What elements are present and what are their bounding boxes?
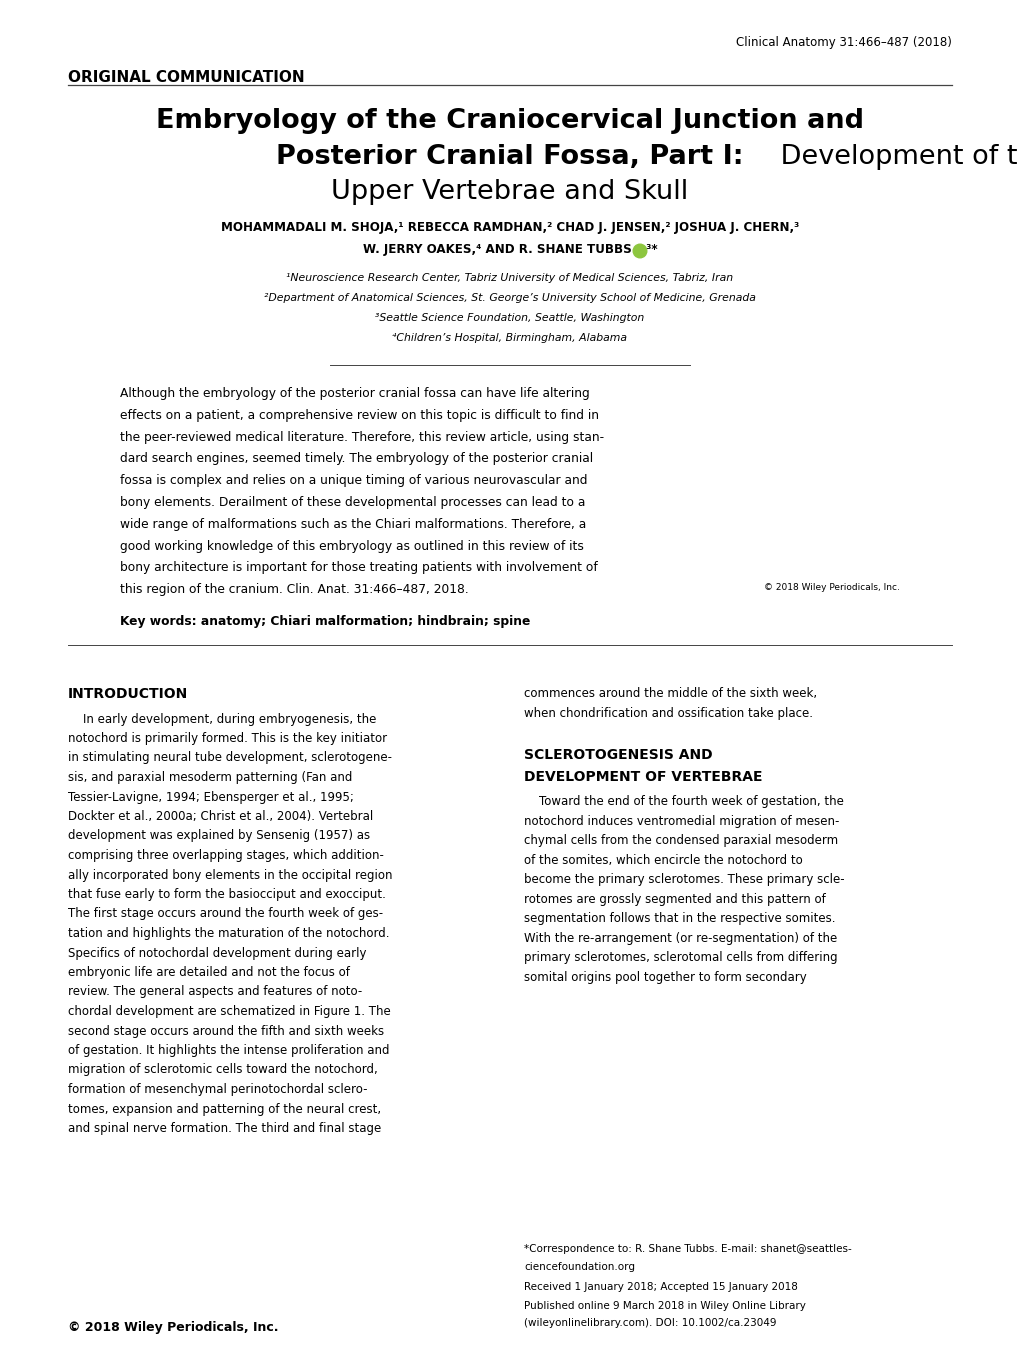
Text: commences around the middle of the sixth week,: commences around the middle of the sixth… — [524, 687, 816, 700]
Text: © 2018 Wiley Periodicals, Inc.: © 2018 Wiley Periodicals, Inc. — [763, 583, 899, 592]
Text: SCLEROTOGENESIS AND: SCLEROTOGENESIS AND — [524, 747, 712, 762]
Text: MOHAMMADALI M. SHOJA,¹ REBECCA RAMDHAN,² CHAD J. JENSEN,² JOSHUA J. CHERN,³: MOHAMMADALI M. SHOJA,¹ REBECCA RAMDHAN,²… — [221, 221, 798, 233]
Text: embryonic life are detailed and not the focus of: embryonic life are detailed and not the … — [68, 966, 350, 979]
Text: INTRODUCTION: INTRODUCTION — [68, 687, 189, 701]
Text: dard search engines, seemed timely. The embryology of the posterior cranial: dard search engines, seemed timely. The … — [120, 452, 592, 465]
Text: ciencefoundation.org: ciencefoundation.org — [524, 1261, 635, 1272]
Text: fossa is complex and relies on a unique timing of various neurovascular and: fossa is complex and relies on a unique … — [120, 475, 587, 487]
Text: the peer-reviewed medical literature. Therefore, this review article, using stan: the peer-reviewed medical literature. Th… — [120, 430, 603, 444]
Text: Received 1 January 2018; Accepted 15 January 2018: Received 1 January 2018; Accepted 15 Jan… — [524, 1282, 797, 1292]
Text: Clinical Anatomy 31:466–487 (2018): Clinical Anatomy 31:466–487 (2018) — [736, 36, 951, 49]
Text: chordal development are schematized in Figure 1. The: chordal development are schematized in F… — [68, 1005, 390, 1018]
Text: W. JERRY OAKES,⁴ AND R. SHANE TUBBS ●³*: W. JERRY OAKES,⁴ AND R. SHANE TUBBS ●³* — [363, 244, 656, 256]
Text: With the re-arrangement (or re-segmentation) of the: With the re-arrangement (or re-segmentat… — [524, 932, 837, 946]
Text: Posterior Cranial Fossa, Part I:: Posterior Cranial Fossa, Part I: — [276, 143, 743, 170]
Text: rotomes are grossly segmented and this pattern of: rotomes are grossly segmented and this p… — [524, 893, 825, 907]
Text: DEVELOPMENT OF VERTEBRAE: DEVELOPMENT OF VERTEBRAE — [524, 770, 762, 784]
Text: *Correspondence to: R. Shane Tubbs. E-mail: shanet@seattles-: *Correspondence to: R. Shane Tubbs. E-ma… — [524, 1244, 851, 1255]
Text: ORIGINAL COMMUNICATION: ORIGINAL COMMUNICATION — [68, 70, 305, 85]
Text: Embryology of the Craniocervical Junction and: Embryology of the Craniocervical Junctio… — [156, 108, 863, 134]
Text: primary sclerotomes, sclerotomal cells from differing: primary sclerotomes, sclerotomal cells f… — [524, 951, 837, 965]
Text: ¹Neuroscience Research Center, Tabriz University of Medical Sciences, Tabriz, Ir: ¹Neuroscience Research Center, Tabriz Un… — [286, 272, 733, 283]
Text: notochord is primarily formed. This is the key initiator: notochord is primarily formed. This is t… — [68, 733, 387, 745]
Text: ally incorporated bony elements in the occipital region: ally incorporated bony elements in the o… — [68, 869, 392, 881]
Text: of the somites, which encircle the notochord to: of the somites, which encircle the notoc… — [524, 854, 802, 867]
Text: bony architecture is important for those treating patients with involvement of: bony architecture is important for those… — [120, 561, 597, 575]
Text: tomes, expansion and patterning of the neural crest,: tomes, expansion and patterning of the n… — [68, 1102, 381, 1116]
Text: wide range of malformations such as the Chiari malformations. Therefore, a: wide range of malformations such as the … — [120, 518, 586, 530]
Text: ²Department of Anatomical Sciences, St. George’s University School of Medicine, : ²Department of Anatomical Sciences, St. … — [264, 293, 755, 304]
Text: tation and highlights the maturation of the notochord.: tation and highlights the maturation of … — [68, 927, 389, 940]
Text: Development of the: Development of the — [771, 143, 1019, 170]
Text: Upper Vertebrae and Skull: Upper Vertebrae and Skull — [331, 179, 688, 205]
Text: ³Seattle Science Foundation, Seattle, Washington: ³Seattle Science Foundation, Seattle, Wa… — [375, 313, 644, 322]
Text: that fuse early to form the basiocciput and exocciput.: that fuse early to form the basiocciput … — [68, 888, 385, 901]
Text: chymal cells from the condensed paraxial mesoderm: chymal cells from the condensed paraxial… — [524, 835, 838, 847]
Text: of gestation. It highlights the intense proliferation and: of gestation. It highlights the intense … — [68, 1044, 389, 1058]
Text: Specifics of notochordal development during early: Specifics of notochordal development dur… — [68, 947, 366, 959]
Text: ⁴Children’s Hospital, Birmingham, Alabama: ⁴Children’s Hospital, Birmingham, Alabam… — [392, 333, 627, 343]
Text: Toward the end of the fourth week of gestation, the: Toward the end of the fourth week of ges… — [524, 796, 843, 808]
Text: become the primary sclerotomes. These primary scle-: become the primary sclerotomes. These pr… — [524, 874, 844, 886]
Text: Although the embryology of the posterior cranial fossa can have life altering: Although the embryology of the posterior… — [120, 387, 589, 401]
Text: development was explained by Sensenig (1957) as: development was explained by Sensenig (1… — [68, 830, 370, 843]
Text: review. The general aspects and features of noto-: review. The general aspects and features… — [68, 986, 362, 998]
Text: when chondrification and ossification take place.: when chondrification and ossification ta… — [524, 707, 812, 719]
Text: in stimulating neural tube development, sclerotogene-: in stimulating neural tube development, … — [68, 751, 391, 765]
Text: good working knowledge of this embryology as outlined in this review of its: good working knowledge of this embryolog… — [120, 540, 583, 553]
Text: somital origins pool together to form secondary: somital origins pool together to form se… — [524, 971, 806, 983]
Circle shape — [633, 244, 646, 258]
Text: bony elements. Derailment of these developmental processes can lead to a: bony elements. Derailment of these devel… — [120, 496, 585, 509]
Text: In early development, during embryogenesis, the: In early development, during embryogenes… — [68, 712, 376, 726]
Text: sis, and paraxial mesoderm patterning (Fan and: sis, and paraxial mesoderm patterning (F… — [68, 772, 352, 784]
Text: this region of the cranium. Clin. Anat. 31:466–487, 2018.: this region of the cranium. Clin. Anat. … — [120, 583, 469, 596]
Text: effects on a patient, a comprehensive review on this topic is difficult to find : effects on a patient, a comprehensive re… — [120, 409, 598, 422]
Text: comprising three overlapping stages, which addition-: comprising three overlapping stages, whi… — [68, 849, 383, 862]
Text: The first stage occurs around the fourth week of ges-: The first stage occurs around the fourth… — [68, 908, 383, 920]
Text: segmentation follows that in the respective somites.: segmentation follows that in the respect… — [524, 912, 835, 925]
Text: notochord induces ventromedial migration of mesen-: notochord induces ventromedial migration… — [524, 815, 839, 828]
Text: (wileyonlinelibrary.com). DOI: 10.1002/ca.23049: (wileyonlinelibrary.com). DOI: 10.1002/c… — [524, 1318, 775, 1329]
Text: © 2018 Wiley Periodicals, Inc.: © 2018 Wiley Periodicals, Inc. — [68, 1321, 278, 1334]
Text: second stage occurs around the fifth and sixth weeks: second stage occurs around the fifth and… — [68, 1024, 384, 1037]
Text: and spinal nerve formation. The third and final stage: and spinal nerve formation. The third an… — [68, 1122, 381, 1135]
Text: migration of sclerotomic cells toward the notochord,: migration of sclerotomic cells toward th… — [68, 1063, 377, 1077]
Text: Key words: anatomy; Chiari malformation; hindbrain; spine: Key words: anatomy; Chiari malformation;… — [120, 615, 530, 629]
Text: Published online 9 March 2018 in Wiley Online Library: Published online 9 March 2018 in Wiley O… — [524, 1300, 805, 1311]
Text: Dockter et al., 2000a; Christ et al., 2004). Vertebral: Dockter et al., 2000a; Christ et al., 20… — [68, 809, 373, 823]
Text: Tessier-Lavigne, 1994; Ebensperger et al., 1995;: Tessier-Lavigne, 1994; Ebensperger et al… — [68, 791, 354, 804]
Text: formation of mesenchymal perinotochordal sclero-: formation of mesenchymal perinotochordal… — [68, 1083, 367, 1095]
